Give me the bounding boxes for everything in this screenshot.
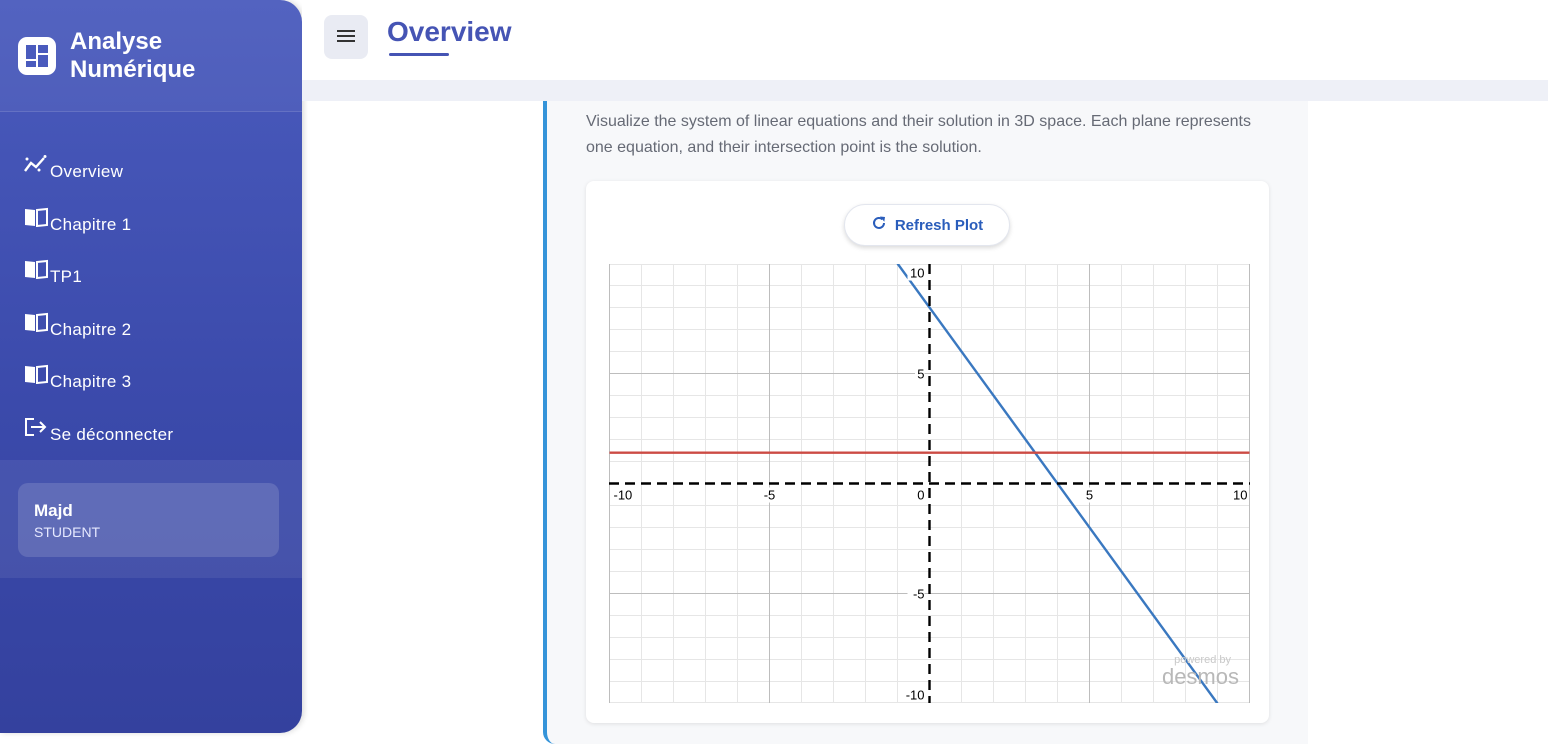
sidebar-item-label: Se déconnecter: [50, 424, 174, 444]
sidebar-item-label: Overview: [50, 162, 124, 181]
menu-toggle-button[interactable]: [324, 15, 368, 59]
book-icon: [24, 207, 50, 229]
brand-title-line1: Analyse: [70, 27, 163, 55]
sidebar-item-label: Chapitre 1: [50, 214, 132, 234]
user-panel: Majd STUDENT: [0, 460, 302, 578]
refresh-icon: [871, 215, 887, 235]
y-tick-label: 10: [910, 266, 924, 281]
chart-line-icon: [24, 154, 50, 176]
sidebar-item-label: Chapitre 2: [50, 319, 132, 339]
book-icon: [24, 259, 50, 281]
brand-title-line2: Numérique: [70, 55, 196, 83]
x-tick-label: 5: [1086, 488, 1093, 503]
x-tick-label-bg: [915, 487, 925, 503]
header-divider: [302, 80, 1548, 101]
title-underline: [389, 53, 449, 56]
sidebar-item-label: TP1: [50, 267, 83, 286]
x-tick-label-bg: [612, 487, 637, 503]
refresh-plot-label: Refresh Plot: [894, 216, 984, 234]
x-tick-label: -10: [614, 488, 633, 503]
section-description: Visualize the system of linear equations…: [586, 113, 1251, 156]
y-tick-label-bg: [907, 586, 925, 602]
x-tick-label-bg: [1084, 487, 1095, 503]
y-tick-label-bg: [915, 366, 925, 382]
user-card[interactable]: Majd STUDENT: [18, 483, 279, 557]
top-header: Overview: [302, 0, 1548, 80]
plot-axes: [609, 264, 1250, 703]
user-role: STUDENT: [34, 524, 101, 540]
y-tick-label: -5: [913, 587, 925, 602]
sidebar-item-label: Chapitre 3: [50, 372, 132, 391]
y-tick-label: -10: [906, 688, 925, 703]
desmos-logo: desmos: [1162, 664, 1239, 689]
logout-icon: [24, 417, 50, 439]
dashboard-logo-icon: [18, 36, 56, 75]
visualization-section: Visualize the system of linear equations…: [543, 101, 1308, 744]
x-tick-label-bg: [1230, 487, 1248, 503]
x-tick-label-bg: [761, 487, 778, 503]
desmos-graph[interactable]: -10 -5 0 5 10 10 5 -5 -10 powered by desmos: [609, 264, 1250, 703]
sidebar-item-chapitre-2[interactable]: Chapitre 2: [0, 285, 302, 339]
powered-by-label: powered by: [1174, 654, 1231, 666]
sidebar-item-overview[interactable]: Overview: [0, 138, 302, 181]
x-tick-label: 10: [1233, 488, 1247, 503]
sidebar-item-logout[interactable]: Se déconnecter: [0, 390, 302, 444]
x-tick-label: 0: [917, 488, 924, 503]
y-tick-label-bg: [900, 687, 925, 703]
brand[interactable]: Analyse Numérique: [0, 0, 302, 112]
tick-labels: -10 -5 0 5 10 10 5 -5 -10: [612, 265, 1248, 703]
x-tick-label: -5: [764, 488, 776, 503]
sidebar-item-chapitre-3[interactable]: Chapitre 3: [0, 338, 302, 391]
hamburger-menu-icon: [336, 28, 356, 47]
sidebar-item-tp1[interactable]: TP1: [0, 233, 302, 286]
book-icon: [24, 364, 50, 386]
book-icon: [24, 312, 50, 334]
sidebar-nav: Overview Chapitre 1 TP1 Chapitre 2 Chapi…: [0, 112, 302, 444]
sidebar-item-chapitre-1[interactable]: Chapitre 1: [0, 180, 302, 234]
user-name: Majd: [34, 501, 73, 520]
y-tick-label-bg: [907, 265, 925, 281]
y-tick-label: 5: [917, 367, 924, 382]
page-title: Overview: [387, 16, 512, 47]
plot-card: Refresh Plot -10 -5 0 5 10 10 5 -5 -10 powered b…: [586, 181, 1269, 723]
refresh-plot-button[interactable]: Refresh Plot: [844, 204, 1010, 246]
sidebar: Analyse Numérique Overview Chapitre 1 TP…: [0, 0, 302, 733]
